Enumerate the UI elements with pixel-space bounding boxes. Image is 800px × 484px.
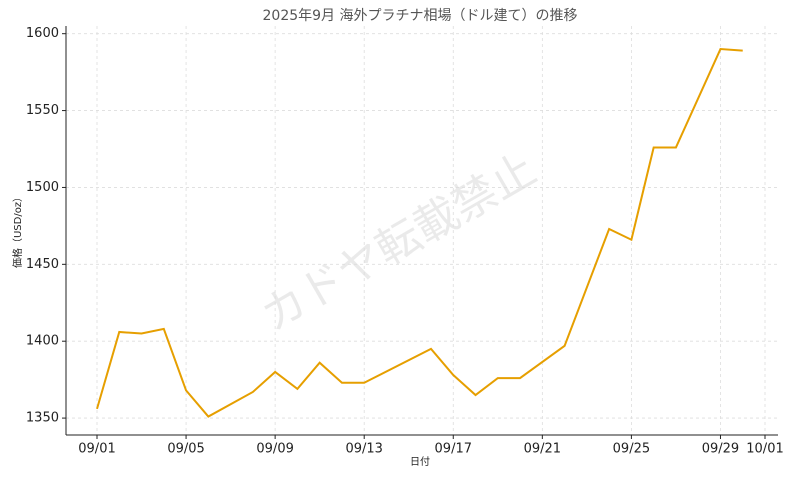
x-tick-label: 09/05 (167, 442, 204, 457)
x-tick-label: 09/13 (345, 442, 382, 457)
y-axis-label: 価格（USD/oz） (11, 192, 24, 268)
y-tick-label: 1350 (26, 411, 59, 426)
x-tick-label: 09/25 (613, 442, 650, 457)
y-tick-label: 1600 (26, 26, 59, 41)
chart-title: 2025年9月 海外プラチナ相場（ドル建て）の推移 (263, 8, 578, 24)
x-tick-label: 09/09 (256, 442, 293, 457)
x-axis-label: 日付 (410, 455, 430, 468)
x-tick-label: 10/01 (746, 442, 783, 457)
y-tick-label: 1450 (26, 257, 59, 272)
watermark: カドヤ転載禁止 (253, 144, 545, 342)
x-tick-label: 09/29 (702, 442, 739, 457)
x-tick-label: 09/21 (524, 442, 561, 457)
line (96, 48, 743, 418)
x-tick-label: 09/01 (78, 442, 115, 457)
y-tick-label: 1500 (26, 180, 59, 195)
y-tick-label: 1550 (26, 103, 59, 118)
x-tick-label: 09/17 (435, 442, 472, 457)
y-tick-label: 1400 (26, 334, 59, 349)
